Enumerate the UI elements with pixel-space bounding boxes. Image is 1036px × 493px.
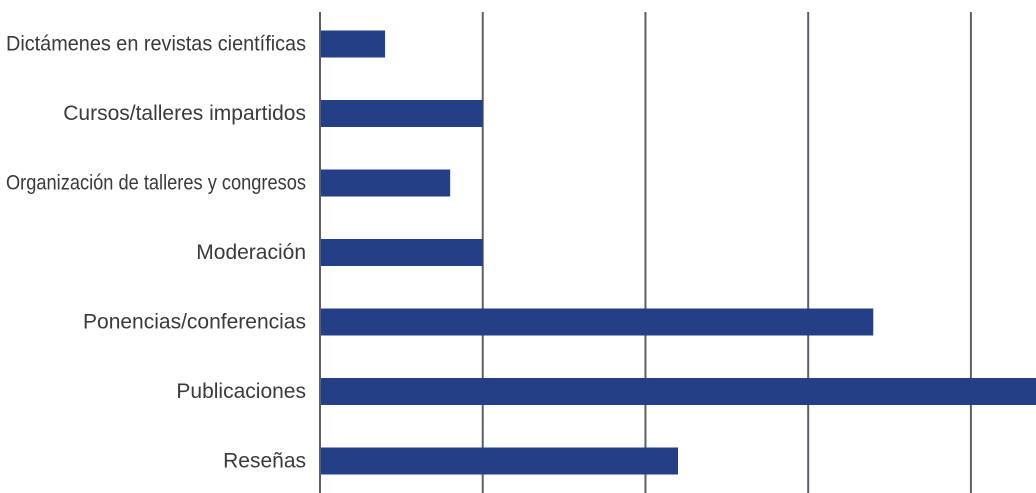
- category-labels: Dictámenes en revistas científicas Cursos…: [6, 33, 306, 473]
- bar: [321, 308, 874, 336]
- bar: [321, 378, 1036, 405]
- category-label: Organización de talleres y congresos: [6, 172, 306, 195]
- category-label: Cursos/talleres impartidos: [63, 102, 306, 125]
- category-label: Moderación: [196, 241, 306, 264]
- bar: [321, 447, 678, 475]
- bar: [321, 30, 386, 58]
- bar: [321, 169, 451, 197]
- category-label: Ponencias/conferencias: [83, 311, 306, 334]
- bar: [321, 100, 483, 127]
- category-label: Dictámenes en revistas científicas: [6, 33, 306, 56]
- bar: [321, 239, 483, 266]
- gridlines: [481, 12, 972, 493]
- bars: [321, 30, 1036, 475]
- category-label: Publicaciones: [176, 380, 306, 403]
- category-label: Reseñas: [223, 450, 306, 473]
